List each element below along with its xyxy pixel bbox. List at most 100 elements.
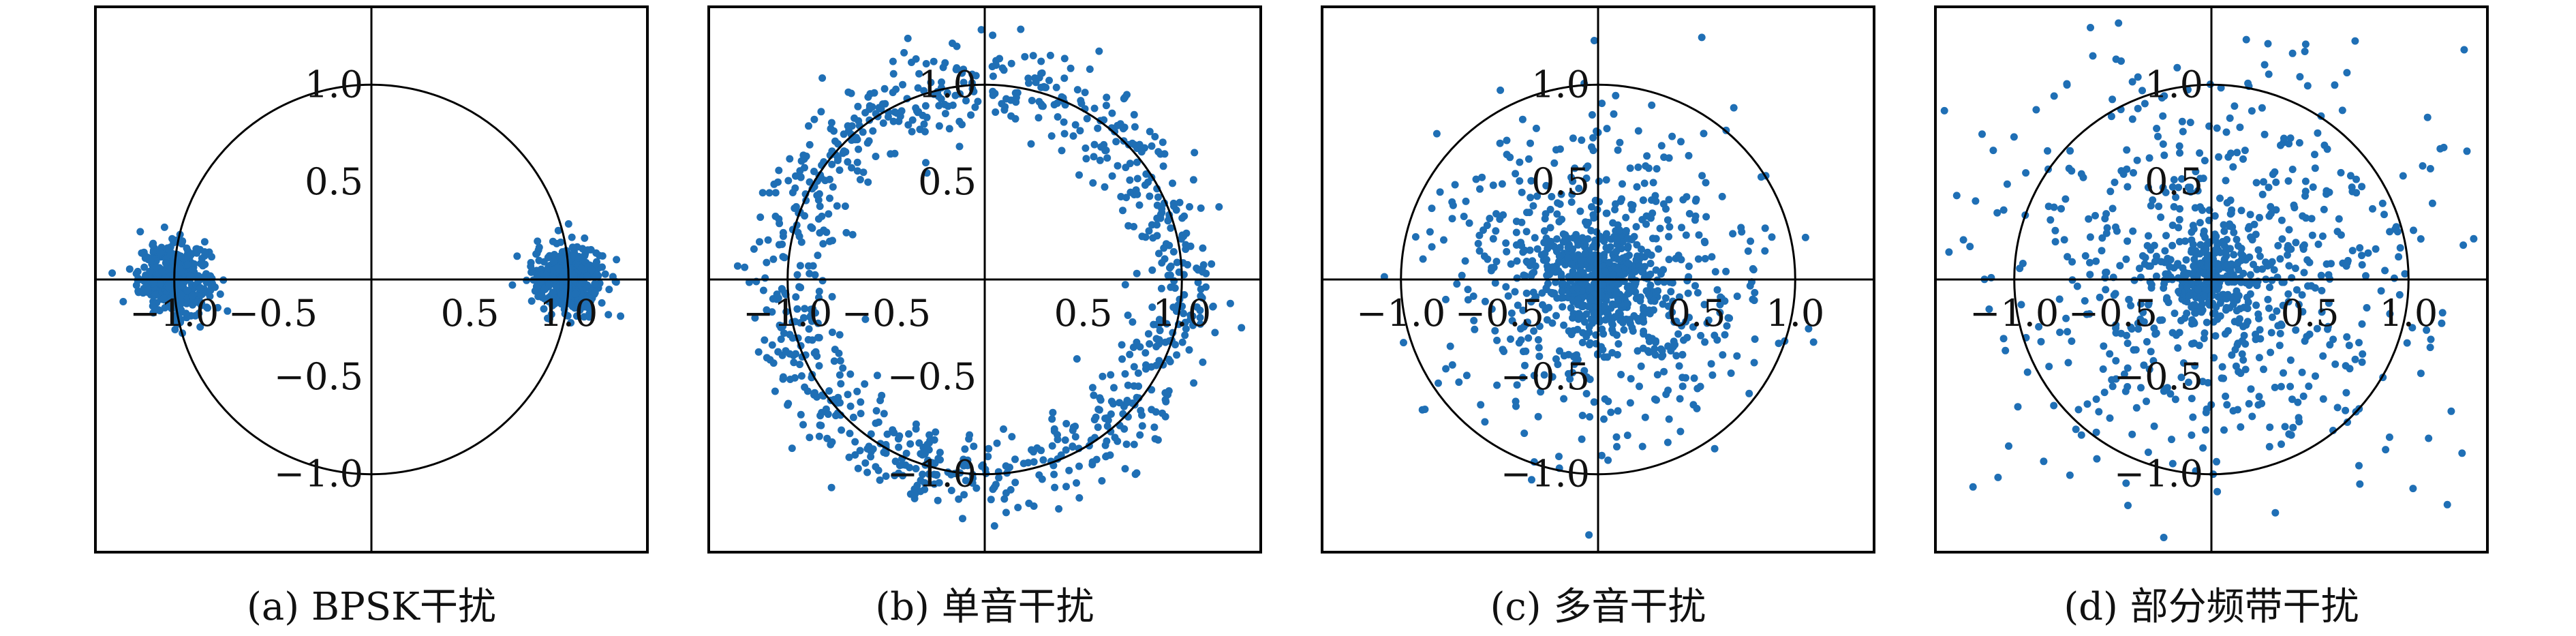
data-point <box>2138 87 2146 95</box>
data-point <box>1747 237 1755 245</box>
data-point <box>1054 113 1062 121</box>
data-point <box>2133 156 2141 164</box>
data-point <box>818 408 826 417</box>
data-point <box>1126 350 1134 359</box>
data-point <box>2364 249 2372 257</box>
data-point <box>1723 322 1731 330</box>
data-point <box>2381 267 2389 275</box>
data-point <box>1665 415 1673 423</box>
data-point <box>1159 138 1167 147</box>
data-point <box>2301 48 2309 55</box>
data-point <box>815 190 823 198</box>
data-point <box>960 461 968 470</box>
data-point <box>598 299 606 307</box>
data-point <box>1089 179 1097 187</box>
data-point <box>1567 331 1576 339</box>
data-point <box>1541 215 1549 223</box>
data-point <box>1663 216 1672 224</box>
data-point <box>1578 435 1586 443</box>
data-point <box>1533 245 1542 253</box>
data-point <box>1520 429 1529 438</box>
y-tick-label: −1.0 <box>887 453 977 496</box>
data-point <box>2427 335 2435 344</box>
data-point <box>1462 372 1471 380</box>
data-point <box>2211 280 2220 288</box>
data-point <box>809 262 817 270</box>
data-point <box>2044 147 2051 155</box>
data-point <box>880 410 888 418</box>
data-point <box>791 184 799 192</box>
data-point <box>1535 352 1544 361</box>
data-point <box>200 238 209 246</box>
data-point <box>1696 382 1704 391</box>
data-point <box>581 252 589 260</box>
data-point <box>2160 534 2168 541</box>
data-point <box>2189 241 2197 249</box>
data-point <box>1628 324 1636 332</box>
data-point <box>790 359 798 367</box>
data-point <box>572 312 581 320</box>
data-point <box>1643 152 1651 160</box>
data-point <box>895 443 903 451</box>
data-point <box>1662 205 1670 213</box>
data-point <box>1534 336 1542 344</box>
data-point <box>863 139 872 147</box>
data-point <box>2272 206 2280 214</box>
data-point <box>2050 92 2058 100</box>
data-point <box>1171 341 1179 349</box>
data-point <box>2308 231 2316 239</box>
data-point <box>810 115 818 123</box>
data-point <box>962 97 970 105</box>
data-point <box>810 349 818 357</box>
data-point <box>2213 487 2222 496</box>
data-point <box>873 372 881 380</box>
data-point <box>2311 284 2319 292</box>
data-point <box>987 496 995 504</box>
data-point <box>1137 406 1145 414</box>
data-point <box>2144 449 2152 456</box>
data-point <box>1097 143 1105 151</box>
data-point <box>1520 271 1528 279</box>
data-point <box>1761 247 1769 255</box>
data-point <box>2252 331 2259 338</box>
x-tick-label: −0.5 <box>842 292 931 335</box>
data-point <box>1426 228 1434 236</box>
data-point <box>2280 369 2287 377</box>
data-point <box>2134 73 2142 81</box>
data-point <box>2123 364 2132 372</box>
data-point <box>1050 470 1058 479</box>
data-point <box>1110 384 1118 392</box>
data-point <box>2179 127 2187 136</box>
data-point <box>2134 325 2143 333</box>
data-point <box>2162 270 2170 278</box>
data-point <box>584 303 592 312</box>
x-tick-label: 1.0 <box>2379 292 2438 335</box>
data-point <box>2318 232 2327 240</box>
data-point <box>2086 258 2094 267</box>
points-group <box>108 220 625 337</box>
data-point <box>1966 243 1974 251</box>
data-point <box>1167 283 1175 291</box>
data-point <box>898 107 906 115</box>
data-point <box>921 450 929 458</box>
data-point <box>2115 19 2123 27</box>
data-point <box>1124 140 1133 149</box>
data-point <box>1675 362 1683 370</box>
data-point <box>1542 181 1550 190</box>
data-point <box>1945 248 1953 256</box>
data-point <box>2344 418 2351 426</box>
data-point <box>880 449 888 457</box>
data-point <box>1419 255 1427 263</box>
data-point <box>2267 348 2275 357</box>
data-point <box>2304 562 2312 569</box>
data-point <box>788 444 796 453</box>
data-point <box>1517 324 1524 333</box>
data-point <box>2002 346 2010 354</box>
data-point <box>1670 318 1678 326</box>
data-point <box>151 291 159 299</box>
data-point <box>1633 183 1641 191</box>
data-point <box>2141 260 2149 268</box>
data-point <box>989 72 997 80</box>
data-point <box>550 258 558 266</box>
data-point <box>1037 57 1045 65</box>
